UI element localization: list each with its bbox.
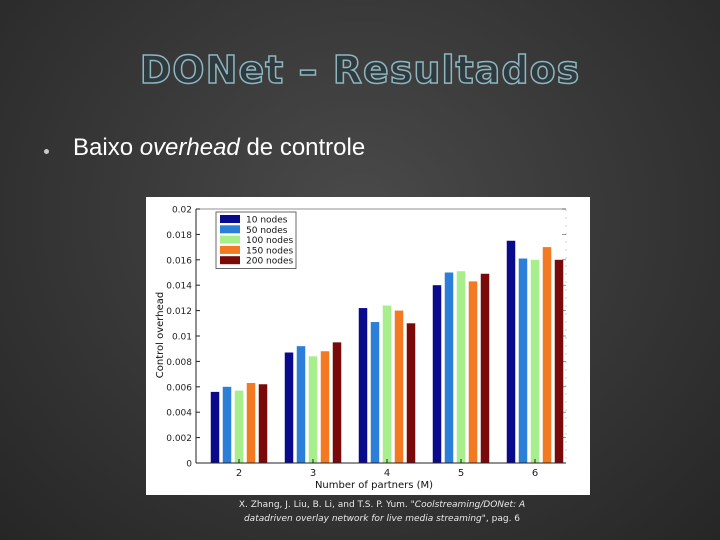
legend-swatch bbox=[220, 245, 240, 254]
citation-tail: ", pag. 6 bbox=[481, 514, 521, 524]
bar-10-nodes-m6 bbox=[506, 240, 516, 463]
bar-200-nodes-m2 bbox=[258, 384, 268, 463]
bar-150-nodes-m4 bbox=[394, 310, 404, 463]
bar-150-nodes-m2 bbox=[246, 382, 256, 463]
bullet-text-italic: overhead bbox=[139, 134, 240, 161]
slide-title: DONet – Resultados bbox=[0, 47, 720, 93]
citation: X. Zhang, J. Liu, B. Li, and T.S. P. Yum… bbox=[222, 498, 542, 526]
legend-swatch bbox=[220, 235, 240, 244]
bullet-text: Baixo overhead de controle bbox=[73, 134, 365, 162]
bars bbox=[210, 240, 564, 463]
y-tick-label: 0.004 bbox=[166, 409, 192, 419]
bar-50-nodes-m4 bbox=[370, 322, 380, 463]
x-tick-label: 5 bbox=[458, 468, 464, 479]
x-tick-label: 2 bbox=[236, 468, 242, 479]
bullet-item: Baixo overhead de controle bbox=[44, 134, 365, 162]
x-tick-label: 6 bbox=[532, 468, 538, 479]
citation-plain: X. Zhang, J. Liu, B. Li, and T.S. P. Yum… bbox=[238, 500, 415, 510]
bar-50-nodes-m6 bbox=[518, 258, 528, 463]
x-axis-label: Number of partners (M) bbox=[315, 480, 433, 491]
bar-50-nodes-m2 bbox=[222, 386, 232, 463]
legend-label: 200 nodes bbox=[246, 257, 293, 267]
bar-100-nodes-m2 bbox=[234, 390, 244, 463]
y-tick-label: 0.008 bbox=[166, 358, 192, 368]
legend-swatch bbox=[220, 225, 240, 234]
bullet-dot-icon bbox=[44, 148, 49, 154]
legend-swatch bbox=[220, 256, 240, 265]
bar-10-nodes-m5 bbox=[432, 285, 442, 463]
axes bbox=[195, 208, 567, 464]
bar-200-nodes-m6 bbox=[554, 259, 564, 463]
bar-10-nodes-m2 bbox=[210, 391, 220, 463]
y-tick-label: 0.02 bbox=[172, 206, 192, 216]
y-axis-ticks: 0 0.002 0.004 0.006 0.008 0.01 0.012 0.014 0.016… bbox=[166, 206, 566, 470]
bullet-text-plain: Baixo bbox=[73, 134, 140, 161]
x-axis-ticks: 2 3 4 5 6 bbox=[236, 459, 538, 479]
bar-10-nodes-m3 bbox=[284, 352, 294, 463]
y-tick-label: 0.018 bbox=[166, 231, 192, 241]
citation-italic: Coolstreaming/DONet: A datadriven overla… bbox=[243, 500, 526, 524]
y-tick-label: 0.016 bbox=[166, 256, 192, 266]
y-tick-label: 0.014 bbox=[166, 282, 192, 292]
legend-label: 10 nodes bbox=[246, 216, 288, 226]
bar-100-nodes-m3 bbox=[308, 356, 318, 463]
x-tick-label: 3 bbox=[310, 468, 316, 479]
y-tick-label: 0.002 bbox=[166, 434, 192, 444]
bar-50-nodes-m3 bbox=[296, 346, 306, 463]
y-tick-label: 0 bbox=[186, 460, 192, 470]
y-tick-label: 0.012 bbox=[166, 307, 192, 317]
bar-150-nodes-m5 bbox=[468, 281, 478, 463]
chart-panel: 0 0.002 0.004 0.006 0.008 0.01 0.012 0.014 0.016… bbox=[146, 197, 590, 495]
bar-150-nodes-m6 bbox=[542, 247, 552, 463]
bar-chart: 0 0.002 0.004 0.006 0.008 0.01 0.012 0.014 0.016… bbox=[155, 206, 567, 491]
legend-swatch bbox=[220, 215, 240, 223]
bar-100-nodes-m6 bbox=[530, 259, 540, 463]
y-tick-label: 0.006 bbox=[166, 383, 192, 393]
legend-label: 150 nodes bbox=[246, 246, 293, 256]
y-axis-label: Control overhead bbox=[155, 292, 166, 378]
legend-label: 100 nodes bbox=[246, 236, 293, 246]
bar-100-nodes-m4 bbox=[382, 305, 392, 463]
legend-label: 50 nodes bbox=[246, 226, 288, 236]
bar-50-nodes-m5 bbox=[444, 272, 454, 463]
x-tick-label: 4 bbox=[384, 468, 390, 479]
slide-title-text: DONet – Resultados bbox=[139, 47, 581, 93]
bar-100-nodes-m5 bbox=[456, 271, 466, 463]
y-tick-label: 0.01 bbox=[172, 333, 192, 343]
bar-10-nodes-m4 bbox=[358, 308, 368, 463]
bullet-text-tail: de controle bbox=[239, 134, 366, 161]
bar-200-nodes-m3 bbox=[332, 342, 342, 463]
bar-200-nodes-m5 bbox=[480, 273, 490, 463]
bar-200-nodes-m4 bbox=[406, 323, 416, 463]
bar-150-nodes-m3 bbox=[320, 351, 330, 463]
